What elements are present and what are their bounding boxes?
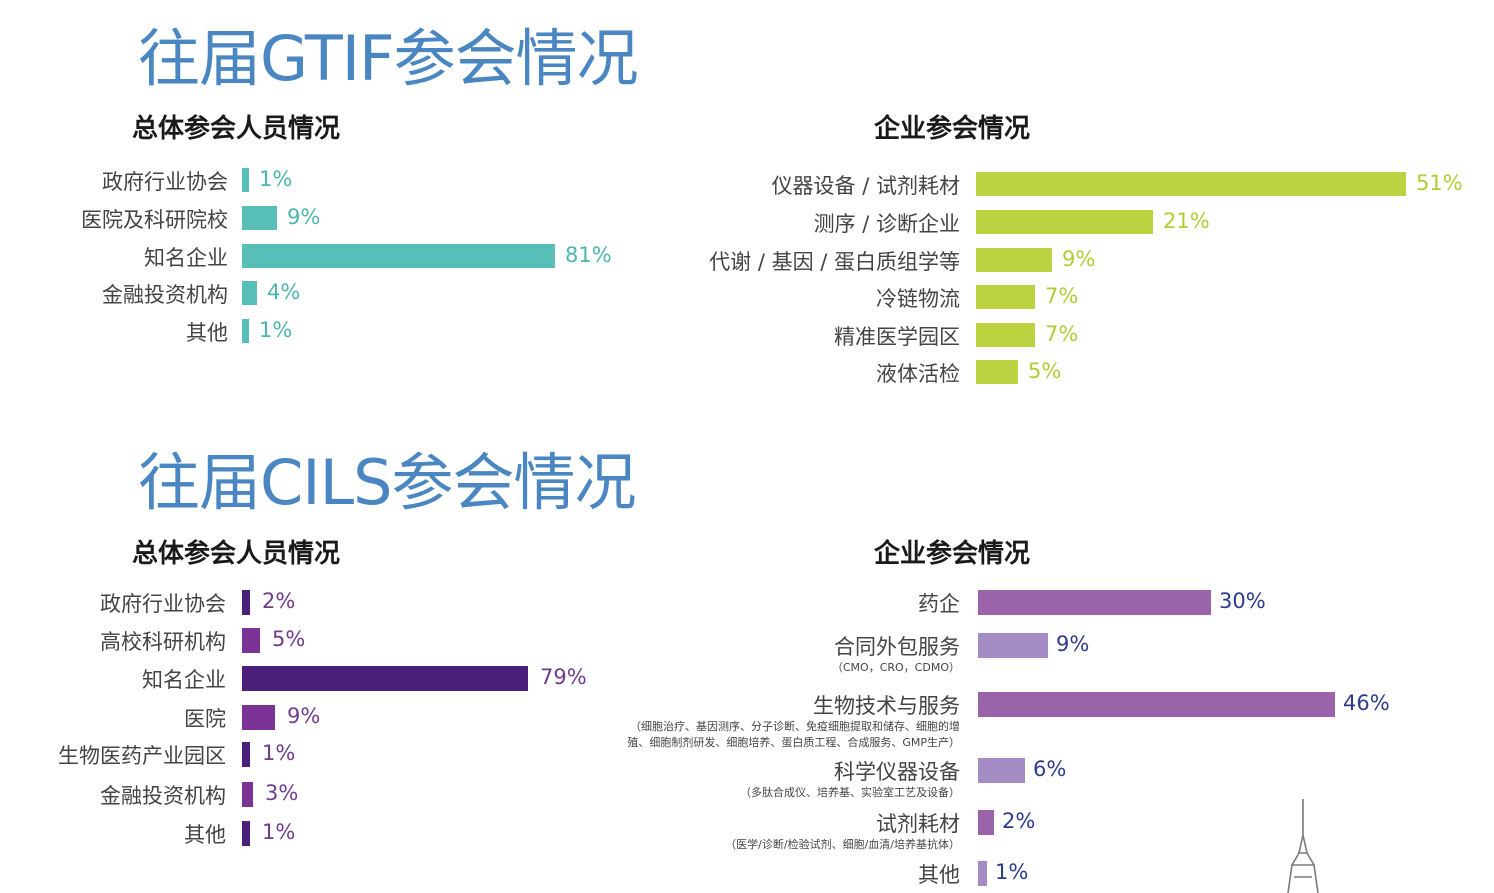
gtif-overall-chart-title: 总体参会人员情况 xyxy=(132,114,341,144)
bar-2-1 xyxy=(242,628,260,653)
value-label-2-0: 2% xyxy=(262,589,296,613)
value-label-0-0: 1% xyxy=(259,167,293,191)
category-label-2-5: 金融投资机构 xyxy=(100,784,226,808)
bar-2-6 xyxy=(242,821,250,846)
category-note-3-3-0: （多肽合成仪、培养基、实验室工艺及设备） xyxy=(740,786,960,799)
value-label-2-2: 79% xyxy=(540,665,587,689)
gtif-enterprise-chart-title: 企业参会情况 xyxy=(874,114,1031,144)
value-label-1-1: 21% xyxy=(1163,209,1210,233)
category-label-1-2: 代谢 / 基因 / 蛋白质组学等 xyxy=(709,250,960,274)
value-label-1-2: 9% xyxy=(1062,247,1096,271)
value-label-0-2: 81% xyxy=(565,243,612,267)
category-note-3-4-0: （医学/诊断/检验试剂、细胞/血清/培养基抗体） xyxy=(725,838,960,851)
bar-2-5 xyxy=(242,782,253,807)
bar-3-1 xyxy=(978,633,1048,658)
bar-2-3 xyxy=(242,705,275,730)
value-label-3-3: 6% xyxy=(1033,757,1067,781)
category-label-2-3: 医院 xyxy=(184,707,226,731)
value-label-2-5: 3% xyxy=(265,781,299,805)
category-label-3-5: 其他 xyxy=(918,863,960,887)
category-label-1-4: 精准医学园区 xyxy=(834,325,960,349)
bar-0-0 xyxy=(242,168,249,192)
bar-1-0 xyxy=(976,172,1406,196)
category-label-0-1: 医院及科研院校 xyxy=(81,208,228,232)
value-label-1-5: 5% xyxy=(1028,359,1062,383)
bar-3-3 xyxy=(978,758,1025,783)
bar-1-2 xyxy=(976,248,1052,272)
bar-1-5 xyxy=(976,360,1018,384)
bar-0-3 xyxy=(242,281,257,305)
category-label-3-0: 药企 xyxy=(918,592,960,616)
category-note-3-2-0: （细胞治疗、基因测序、分子诊断、免疫细胞提取和储存、细胞的增 xyxy=(630,720,960,733)
category-label-0-0: 政府行业协会 xyxy=(102,170,228,194)
value-label-3-2: 46% xyxy=(1343,691,1390,715)
value-label-2-3: 9% xyxy=(287,704,321,728)
bar-3-4 xyxy=(978,810,994,835)
value-label-3-4: 2% xyxy=(1002,809,1036,833)
category-label-3-1: 合同外包服务 xyxy=(834,635,960,659)
category-note-3-2-1: 殖、细胞制剂研发、细胞培养、蛋白质工程、合成服务、GMP生产） xyxy=(627,736,960,749)
value-label-1-0: 51% xyxy=(1416,171,1463,195)
bar-0-4 xyxy=(242,319,249,343)
value-label-1-4: 7% xyxy=(1045,322,1079,346)
category-label-2-2: 知名企业 xyxy=(142,668,226,692)
cils-overall-chart-title: 总体参会人员情况 xyxy=(132,539,341,569)
category-label-0-3: 金融投资机构 xyxy=(102,283,228,307)
bar-3-5 xyxy=(978,861,987,886)
bar-3-0 xyxy=(978,590,1211,615)
category-label-2-0: 政府行业协会 xyxy=(100,592,226,616)
value-label-3-1: 9% xyxy=(1056,632,1090,656)
value-label-2-4: 1% xyxy=(262,741,296,765)
category-label-1-0: 仪器设备 / 试剂耗材 xyxy=(771,174,960,198)
bar-2-2 xyxy=(242,666,528,691)
category-label-3-2: 生物技术与服务 xyxy=(813,694,960,718)
category-label-1-3: 冷链物流 xyxy=(876,287,960,311)
value-label-3-5: 1% xyxy=(995,860,1029,884)
bar-2-0 xyxy=(242,590,250,615)
value-label-0-4: 1% xyxy=(259,318,293,342)
category-label-3-4: 试剂耗材 xyxy=(876,812,960,836)
value-label-2-6: 1% xyxy=(262,820,296,844)
tower-illustration-icon xyxy=(1287,799,1319,893)
cils-section-title: 往届CILS参会情况 xyxy=(138,446,636,519)
bar-0-1 xyxy=(242,206,277,230)
category-label-2-1: 高校科研机构 xyxy=(100,630,226,654)
category-label-2-6: 其他 xyxy=(184,823,226,847)
category-label-1-1: 测序 / 诊断企业 xyxy=(813,212,960,236)
value-label-2-1: 5% xyxy=(272,627,306,651)
gtif-section-title: 往届GTIF参会情况 xyxy=(138,22,639,95)
category-label-3-3: 科学仪器设备 xyxy=(834,760,960,784)
value-label-0-1: 9% xyxy=(287,205,321,229)
value-label-0-3: 4% xyxy=(267,280,301,304)
value-label-3-0: 30% xyxy=(1219,589,1266,613)
bar-1-1 xyxy=(976,210,1153,234)
bar-1-3 xyxy=(976,285,1035,309)
category-label-0-4: 其他 xyxy=(186,321,228,345)
cils-enterprise-chart-title: 企业参会情况 xyxy=(874,539,1031,569)
value-label-1-3: 7% xyxy=(1045,284,1079,308)
category-note-3-1-0: （CMO，CRO，CDMO） xyxy=(831,661,960,674)
bar-2-4 xyxy=(242,742,250,767)
category-label-1-5: 液体活检 xyxy=(876,362,960,386)
category-label-0-2: 知名企业 xyxy=(144,246,228,270)
bar-1-4 xyxy=(976,323,1035,347)
bar-0-2 xyxy=(242,244,555,268)
category-label-2-4: 生物医药产业园区 xyxy=(58,744,226,768)
bar-3-2 xyxy=(978,692,1335,717)
